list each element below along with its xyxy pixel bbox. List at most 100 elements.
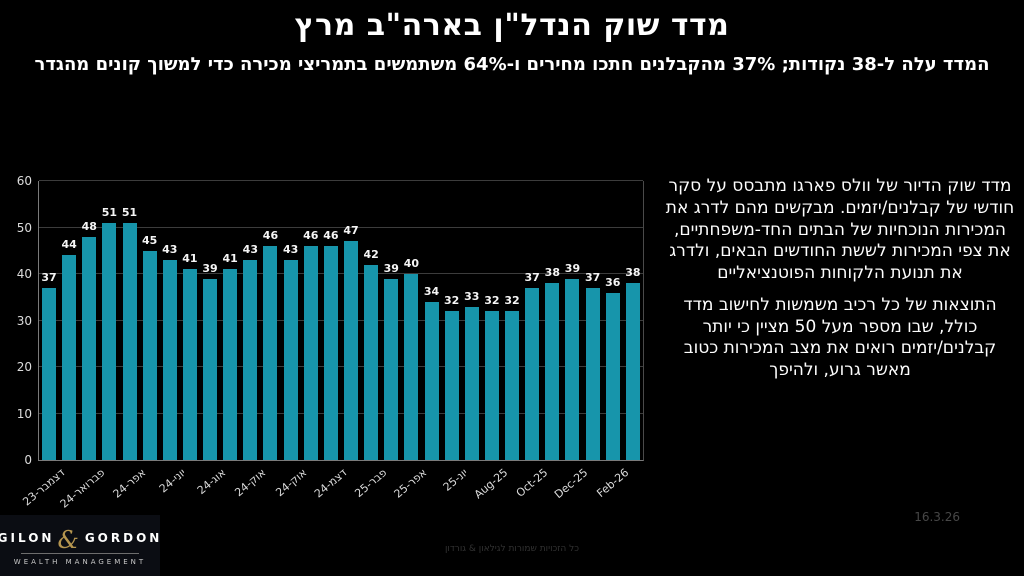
bar: [62, 255, 77, 460]
y-axis-label-30: 30: [16, 313, 32, 328]
bar: [484, 311, 499, 460]
chart-plot-area: 0 10 20 30 40 50 60 37 44 48 51 51 45 43 41 39 41 43 46 43 4…: [17, 174, 644, 511]
bar: [283, 260, 298, 460]
bar-value-label: 51: [101, 205, 118, 219]
y-axis-label-60: 60: [16, 174, 32, 188]
x-axis-label: Aug-25: [471, 466, 511, 502]
x-axis-label: Feb-26: [594, 466, 632, 501]
bar-value-label: 43: [162, 243, 178, 257]
bar-value-label: 40: [403, 257, 420, 270]
bar: [344, 241, 358, 460]
bar: [122, 222, 137, 460]
chart-description-paragraph-1: מדד שוק הדיור של וולס פארגו מתבסס על סקר…: [665, 176, 1015, 283]
x-axis-label: Oct-25: [513, 466, 551, 500]
bar-value-label: 51: [121, 205, 138, 219]
slide-date: 16.3.26: [914, 510, 960, 524]
bar-value-label: 41: [182, 252, 198, 266]
bar: [505, 311, 520, 460]
bar: [263, 246, 278, 460]
copyright-notice: כל הזכויות שמורות לגילאון & גורדון: [444, 544, 580, 554]
bar-value-label: 32: [484, 294, 500, 308]
bar-value-label: 38: [544, 266, 560, 280]
bar-value-label: 34: [423, 284, 440, 298]
logo-name-1: GILON: [0, 530, 55, 545]
bar: [82, 236, 97, 460]
bar: [625, 283, 640, 460]
bar-value-label: 37: [584, 270, 601, 284]
bar: [42, 287, 56, 460]
x-axis-label: אפר-25: [391, 466, 430, 501]
bar-value-label: 42: [363, 247, 379, 261]
y-axis-label-10: 10: [16, 406, 32, 421]
bar-value-label: 43: [242, 243, 258, 257]
bar-value-label: 39: [202, 261, 218, 275]
gridline-40: [39, 273, 643, 274]
bar: [525, 287, 540, 460]
x-axis-label: פבר-25: [352, 466, 390, 501]
bar: [303, 246, 318, 460]
bar: [142, 250, 157, 460]
bar-value-label: 36: [605, 275, 621, 289]
bar: [243, 260, 258, 460]
bar-value-label: 44: [61, 238, 77, 252]
gridline-60: [39, 180, 643, 181]
x-axis-label: דצמ-24: [311, 466, 350, 501]
x-axis-label: Dec-25: [552, 466, 591, 502]
bar-value-label: 32: [504, 294, 520, 308]
bar: [444, 311, 459, 460]
x-axis-label: אוק-24: [232, 466, 269, 500]
gridline-10: [39, 412, 643, 414]
logo-ampersand-icon: &: [57, 525, 82, 554]
bar: [404, 274, 419, 460]
bar-value-label: 37: [524, 270, 540, 284]
x-axis-label: אפר-24: [110, 466, 148, 501]
y-axis-label-50: 50: [16, 220, 32, 235]
bar: [223, 269, 238, 460]
company-logo: GILON & GORDON WEALTH MANAGEMENT: [0, 515, 160, 576]
x-axis-label: אוג-24: [194, 466, 229, 498]
slide-subtitle: המדד עלה ל-38 נקודות; 37% מהקבלנים חתכו …: [34, 54, 990, 75]
bar-value-label: 33: [464, 289, 480, 303]
gridline-50: [39, 226, 643, 228]
bar-value-label: 39: [383, 261, 399, 275]
bar: [182, 269, 197, 460]
bar-value-label: 46: [323, 229, 339, 243]
logo-tagline: WEALTH MANAGEMENT: [13, 557, 147, 566]
bar-value-label: 47: [343, 224, 359, 238]
bar-value-label: 46: [303, 229, 319, 243]
bar-value-label: 32: [444, 294, 460, 308]
bar-value-label: 39: [564, 261, 581, 275]
bar: [464, 306, 479, 460]
x-axis-label: אוק-24: [272, 466, 309, 500]
bar-value-label: 45: [142, 233, 158, 247]
logo-divider: [21, 552, 139, 554]
bar: [384, 278, 399, 460]
bar: [323, 246, 338, 460]
bar: [605, 292, 620, 460]
bar: [102, 222, 117, 460]
x-axis-label: יוני-24: [156, 466, 189, 496]
page-title: מדד שוק הנדל"ן בארה"ב מרץ: [294, 8, 730, 43]
gridline-20: [39, 366, 643, 367]
x-axis-label: יונ-25: [440, 466, 471, 494]
logo-name-2: GORDON: [84, 530, 163, 545]
bar: [565, 278, 580, 460]
chart-description-paragraph-2: התוצאות של כל רכיב משמשות לחישוב מדד כול…: [683, 294, 997, 380]
bar: [545, 283, 560, 460]
bar: [424, 301, 439, 460]
bar: [364, 264, 379, 460]
bar: [162, 260, 177, 460]
housing-market-index-chart: 0 10 20 30 40 50 60 37 44 48 51 51 45 43 41 39 41 43 46 43 4…: [0, 168, 660, 520]
y-axis-label-0: 0: [24, 453, 32, 467]
bar-value-label: 38: [625, 266, 641, 280]
bar-value-label: 41: [222, 252, 238, 266]
bar: [585, 287, 600, 460]
bar-value-label: 48: [81, 219, 97, 233]
chart-description: מדד שוק הדיור של וולס פארגו מתבסס על סקר…: [662, 176, 1018, 392]
bar: [203, 278, 218, 460]
logo-wordmark: GILON & GORDON: [0, 525, 163, 554]
bar-value-label: 37: [41, 270, 57, 284]
y-axis-label-40: 40: [16, 267, 32, 281]
bar-value-label: 46: [262, 229, 279, 243]
